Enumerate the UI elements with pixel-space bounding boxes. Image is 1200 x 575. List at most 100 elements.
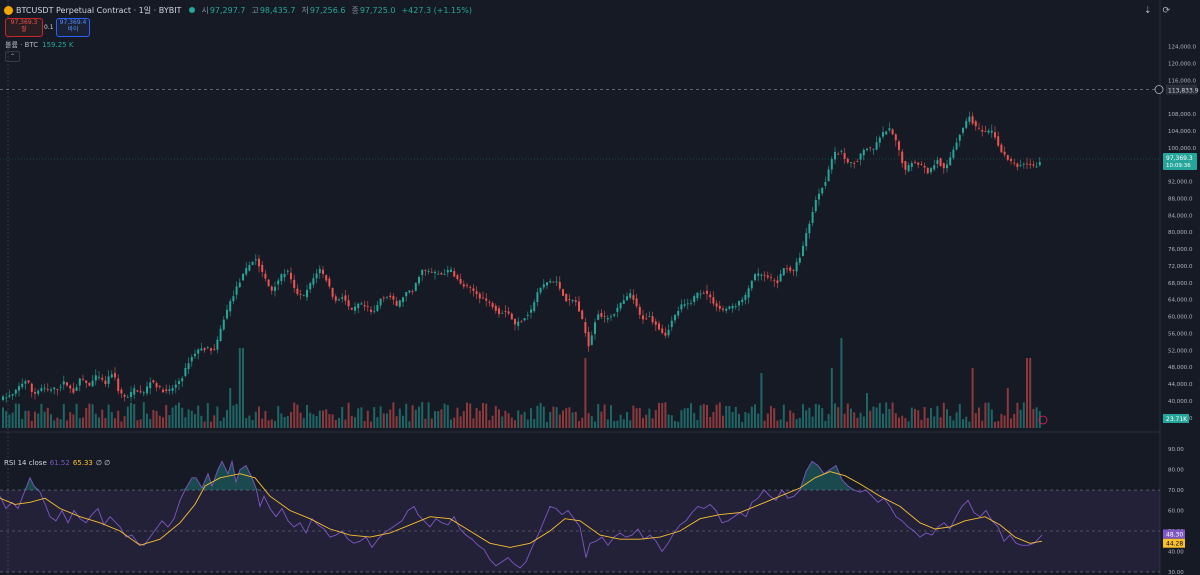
candle-body bbox=[962, 127, 964, 133]
volume-bar bbox=[206, 403, 209, 428]
volume-bar bbox=[37, 413, 40, 428]
volume-bar bbox=[760, 373, 763, 428]
volume-bar bbox=[747, 413, 750, 428]
candle-body bbox=[968, 116, 971, 122]
event-marker-icon[interactable] bbox=[1038, 415, 1048, 425]
candle-body bbox=[398, 300, 401, 307]
volume-bar bbox=[894, 413, 897, 428]
candle-body bbox=[680, 304, 683, 310]
volume-bar bbox=[558, 414, 561, 428]
volume-bar bbox=[555, 407, 558, 428]
candle-body bbox=[117, 378, 120, 391]
candle-body bbox=[862, 149, 865, 156]
volume-bar bbox=[261, 418, 264, 428]
volume-bar bbox=[930, 407, 932, 428]
volume-bar bbox=[926, 417, 929, 428]
volume-bar bbox=[533, 419, 536, 428]
collapse-legend-button[interactable]: ⌃ bbox=[5, 51, 20, 62]
volume-bar bbox=[1019, 409, 1022, 428]
volume-bar bbox=[821, 408, 824, 428]
candle-body bbox=[494, 305, 497, 311]
volume-bar bbox=[504, 410, 507, 428]
candle-body bbox=[411, 291, 414, 292]
sell-button[interactable]: 97,369.3 팔 bbox=[5, 18, 43, 37]
candle-body bbox=[302, 294, 305, 296]
download-icon[interactable]: ⇣ bbox=[1144, 6, 1152, 16]
candle-body bbox=[981, 129, 984, 132]
candle-body bbox=[757, 273, 760, 276]
volume-bar bbox=[696, 419, 699, 428]
low-value: 97,256.6 bbox=[309, 5, 346, 15]
add-alert-icon[interactable] bbox=[1154, 85, 1164, 94]
rsi-overbought-fill bbox=[824, 469, 830, 491]
volume-bar bbox=[680, 410, 683, 428]
candle-body bbox=[882, 132, 884, 137]
volume-bar bbox=[27, 410, 30, 428]
volume-bar bbox=[354, 417, 356, 428]
price-tick-label: 124,000.0 bbox=[1168, 45, 1196, 51]
candle-body bbox=[184, 367, 187, 377]
candle-body bbox=[277, 280, 280, 285]
candle-body bbox=[309, 283, 312, 290]
symbol-header: BTCUSDT Perpetual Contract · 1일 · BYBIT … bbox=[0, 0, 1200, 20]
candle-body bbox=[901, 151, 904, 164]
candle-body bbox=[978, 127, 980, 129]
candle-body bbox=[699, 293, 702, 295]
volume-bar bbox=[344, 419, 347, 428]
candle-body bbox=[443, 274, 446, 276]
price-tick-label: 56,000.0 bbox=[1168, 331, 1193, 337]
candle-body bbox=[328, 278, 331, 287]
candle-body bbox=[872, 148, 875, 150]
candle-body bbox=[248, 265, 251, 271]
candle-body bbox=[744, 294, 747, 300]
candle-body bbox=[661, 328, 664, 333]
candle-body bbox=[181, 378, 184, 382]
symbol-title[interactable]: BTCUSDT Perpetual Contract · 1일 · BYBIT bbox=[16, 5, 182, 15]
volume-bar bbox=[574, 411, 577, 428]
candle-body bbox=[334, 296, 337, 301]
candle-body bbox=[290, 272, 292, 280]
candle-body bbox=[242, 273, 244, 281]
candle-body bbox=[357, 303, 360, 309]
candle-body bbox=[510, 313, 513, 320]
volume-bar bbox=[866, 393, 868, 428]
candle-body bbox=[930, 168, 932, 173]
volume-legend[interactable]: 볼륨 · BTC 159.25 K bbox=[5, 40, 73, 50]
candle-body bbox=[360, 303, 363, 305]
volume-bar bbox=[350, 415, 353, 428]
candle-body bbox=[571, 299, 574, 302]
candle-body bbox=[718, 305, 721, 309]
volume-bar bbox=[363, 421, 366, 428]
candle-body bbox=[392, 296, 395, 300]
volume-bar bbox=[203, 421, 206, 428]
candle-body bbox=[818, 193, 820, 200]
candle-body bbox=[648, 316, 651, 318]
rsi-legend[interactable]: RSI 14 close 61.52 65.33 ∅ ∅ bbox=[4, 459, 110, 467]
candle-body bbox=[635, 298, 638, 307]
volume-bar bbox=[757, 413, 760, 428]
volume-bar bbox=[635, 408, 638, 428]
volume-bar bbox=[194, 414, 196, 428]
volume-bar bbox=[850, 408, 852, 428]
volume-bar bbox=[338, 417, 340, 428]
volume-bar bbox=[210, 421, 212, 428]
volume-bar bbox=[21, 418, 24, 428]
candle-body bbox=[690, 302, 692, 304]
volume-bar bbox=[341, 406, 344, 428]
candle-body bbox=[296, 288, 299, 294]
refresh-icon[interactable]: ⟳ bbox=[1162, 6, 1170, 16]
candle-body bbox=[254, 259, 257, 261]
volume-bar bbox=[274, 421, 276, 428]
candle-body bbox=[830, 159, 833, 170]
volume-bar bbox=[920, 419, 923, 428]
volume-bar bbox=[133, 404, 136, 428]
candle-body bbox=[514, 318, 516, 325]
volume-bar bbox=[712, 412, 715, 428]
volume-bar bbox=[446, 405, 449, 428]
volume-bar bbox=[654, 410, 657, 428]
candle-body bbox=[226, 309, 228, 319]
buy-button[interactable]: 97,369.4 바이 bbox=[56, 18, 90, 37]
candle-body bbox=[43, 387, 46, 389]
